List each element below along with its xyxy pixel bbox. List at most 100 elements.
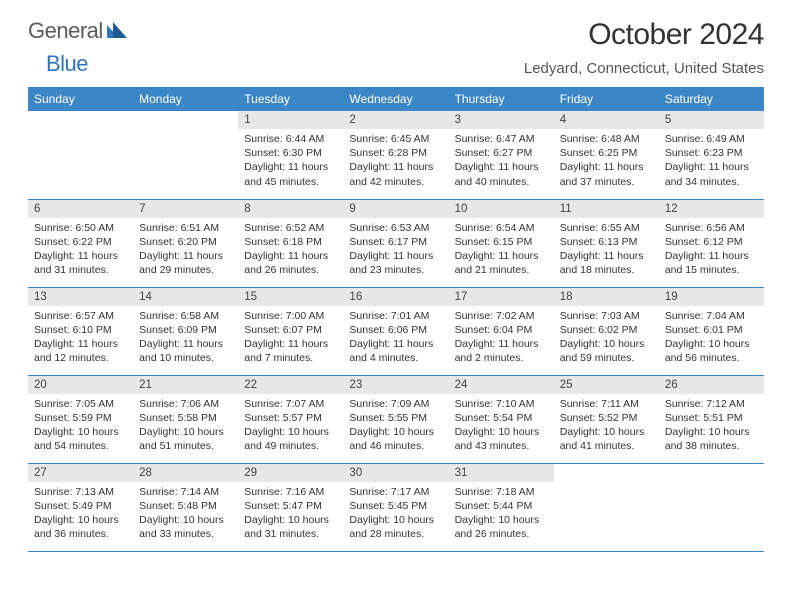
calendar-table: SundayMondayTuesdayWednesdayThursdayFrid… [28, 87, 764, 552]
detail-line: and 33 minutes. [139, 527, 232, 541]
day-number: 20 [28, 376, 133, 394]
day-details: Sunrise: 7:04 AMSunset: 6:01 PMDaylight:… [659, 306, 764, 370]
calendar-cell: 19Sunrise: 7:04 AMSunset: 6:01 PMDayligh… [659, 287, 764, 375]
detail-line: Daylight: 10 hours [34, 425, 127, 439]
detail-line: Daylight: 11 hours [34, 337, 127, 351]
detail-line: and 42 minutes. [349, 175, 442, 189]
day-number: 30 [343, 464, 448, 482]
day-details: Sunrise: 6:47 AMSunset: 6:27 PMDaylight:… [449, 129, 554, 193]
detail-line: Daylight: 11 hours [34, 249, 127, 263]
detail-line: and 37 minutes. [560, 175, 653, 189]
day-details [133, 117, 238, 124]
detail-line: Sunrise: 7:17 AM [349, 485, 442, 499]
detail-line: Sunrise: 6:57 AM [34, 309, 127, 323]
calendar-cell: 12Sunrise: 6:56 AMSunset: 6:12 PMDayligh… [659, 199, 764, 287]
calendar-cell: 20Sunrise: 7:05 AMSunset: 5:59 PMDayligh… [28, 375, 133, 463]
detail-line: Sunset: 6:09 PM [139, 323, 232, 337]
title-block: October 2024 [588, 18, 764, 52]
day-details: Sunrise: 7:07 AMSunset: 5:57 PMDaylight:… [238, 394, 343, 458]
detail-line: Sunrise: 6:52 AM [244, 221, 337, 235]
calendar-cell: 27Sunrise: 7:13 AMSunset: 5:49 PMDayligh… [28, 463, 133, 551]
detail-line: Sunrise: 7:18 AM [455, 485, 548, 499]
detail-line: Daylight: 11 hours [139, 337, 232, 351]
detail-line: Daylight: 10 hours [665, 337, 758, 351]
detail-line: Sunset: 6:13 PM [560, 235, 653, 249]
day-details: Sunrise: 6:53 AMSunset: 6:17 PMDaylight:… [343, 218, 448, 282]
detail-line: and 26 minutes. [244, 263, 337, 277]
detail-line: Sunset: 5:44 PM [455, 499, 548, 513]
detail-line: Sunset: 6:30 PM [244, 146, 337, 160]
calendar-cell: 4Sunrise: 6:48 AMSunset: 6:25 PMDaylight… [554, 111, 659, 199]
detail-line: and 26 minutes. [455, 527, 548, 541]
detail-line: Sunrise: 6:50 AM [34, 221, 127, 235]
detail-line: Daylight: 11 hours [560, 249, 653, 263]
logo: General [28, 18, 131, 44]
calendar-cell: 7Sunrise: 6:51 AMSunset: 6:20 PMDaylight… [133, 199, 238, 287]
day-number: 12 [659, 200, 764, 218]
detail-line: Daylight: 10 hours [34, 513, 127, 527]
detail-line: Daylight: 11 hours [560, 160, 653, 174]
detail-line: and 59 minutes. [560, 351, 653, 365]
calendar-cell: 21Sunrise: 7:06 AMSunset: 5:58 PMDayligh… [133, 375, 238, 463]
day-number: 21 [133, 376, 238, 394]
detail-line: and 56 minutes. [665, 351, 758, 365]
detail-line: and 38 minutes. [665, 439, 758, 453]
detail-line: and 10 minutes. [139, 351, 232, 365]
day-number: 28 [133, 464, 238, 482]
detail-line: Sunset: 5:52 PM [560, 411, 653, 425]
day-number: 3 [449, 111, 554, 129]
detail-line: Daylight: 11 hours [244, 249, 337, 263]
detail-line: Sunrise: 6:56 AM [665, 221, 758, 235]
detail-line: and 34 minutes. [665, 175, 758, 189]
location-text: Ledyard, Connecticut, United States [524, 60, 764, 77]
detail-line: and 4 minutes. [349, 351, 442, 365]
day-header: Friday [554, 87, 659, 111]
calendar-cell: 11Sunrise: 6:55 AMSunset: 6:13 PMDayligh… [554, 199, 659, 287]
detail-line: and 36 minutes. [34, 527, 127, 541]
day-number: 31 [449, 464, 554, 482]
day-number: 25 [554, 376, 659, 394]
calendar-cell [133, 111, 238, 199]
detail-line: and 18 minutes. [560, 263, 653, 277]
calendar-cell [659, 463, 764, 551]
month-title: October 2024 [588, 18, 764, 52]
detail-line: Sunset: 6:27 PM [455, 146, 548, 160]
day-details: Sunrise: 7:12 AMSunset: 5:51 PMDaylight:… [659, 394, 764, 458]
detail-line: and 51 minutes. [139, 439, 232, 453]
calendar-week: 13Sunrise: 6:57 AMSunset: 6:10 PMDayligh… [28, 287, 764, 375]
logo-word-1: General [28, 18, 103, 44]
calendar-cell: 2Sunrise: 6:45 AMSunset: 6:28 PMDaylight… [343, 111, 448, 199]
detail-line: Sunrise: 7:00 AM [244, 309, 337, 323]
day-details: Sunrise: 7:01 AMSunset: 6:06 PMDaylight:… [343, 306, 448, 370]
day-number: 7 [133, 200, 238, 218]
detail-line: and 21 minutes. [455, 263, 548, 277]
detail-line: Daylight: 10 hours [560, 337, 653, 351]
detail-line: Sunset: 6:20 PM [139, 235, 232, 249]
day-number: 29 [238, 464, 343, 482]
day-details: Sunrise: 7:03 AMSunset: 6:02 PMDaylight:… [554, 306, 659, 370]
calendar-cell: 30Sunrise: 7:17 AMSunset: 5:45 PMDayligh… [343, 463, 448, 551]
detail-line: Sunrise: 7:04 AM [665, 309, 758, 323]
day-details: Sunrise: 6:58 AMSunset: 6:09 PMDaylight:… [133, 306, 238, 370]
calendar-cell: 31Sunrise: 7:18 AMSunset: 5:44 PMDayligh… [449, 463, 554, 551]
detail-line: Daylight: 11 hours [244, 337, 337, 351]
day-details: Sunrise: 6:57 AMSunset: 6:10 PMDaylight:… [28, 306, 133, 370]
detail-line: Sunset: 6:07 PM [244, 323, 337, 337]
day-number: 26 [659, 376, 764, 394]
detail-line: and 46 minutes. [349, 439, 442, 453]
day-number: 10 [449, 200, 554, 218]
detail-line: Daylight: 10 hours [244, 513, 337, 527]
detail-line: Sunrise: 7:01 AM [349, 309, 442, 323]
detail-line: Sunrise: 7:02 AM [455, 309, 548, 323]
day-details [554, 470, 659, 477]
detail-line: Sunrise: 6:44 AM [244, 132, 337, 146]
detail-line: Daylight: 11 hours [455, 337, 548, 351]
detail-line: Sunrise: 6:48 AM [560, 132, 653, 146]
detail-line: Sunset: 5:57 PM [244, 411, 337, 425]
detail-line: Sunrise: 7:06 AM [139, 397, 232, 411]
logo-word-2: Blue [46, 51, 88, 77]
day-details: Sunrise: 6:54 AMSunset: 6:15 PMDaylight:… [449, 218, 554, 282]
detail-line: Sunset: 6:04 PM [455, 323, 548, 337]
detail-line: Sunrise: 6:53 AM [349, 221, 442, 235]
detail-line: and 23 minutes. [349, 263, 442, 277]
